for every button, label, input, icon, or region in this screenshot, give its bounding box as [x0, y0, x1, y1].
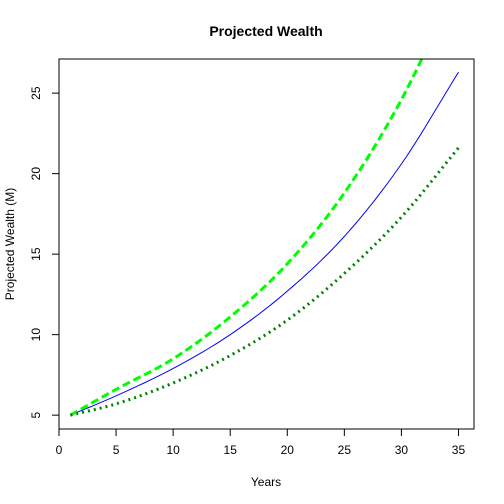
- series-line-3: [70, 146, 460, 417]
- y-tick-label-5: 5: [29, 411, 43, 418]
- chart-title: Projected Wealth: [209, 23, 322, 39]
- x-tick-label-35: 35: [452, 443, 466, 457]
- x-tick-label-15: 15: [224, 443, 238, 457]
- x-tick-label-5: 5: [113, 443, 120, 457]
- series-line-1: [70, 71, 459, 416]
- plot-series: [69, 59, 460, 417]
- x-axis: 0 5 10 15 20 25 30 35: [56, 429, 466, 457]
- y-tick-label-25: 25: [29, 86, 43, 100]
- y-tick-label-10: 10: [29, 328, 43, 342]
- x-tick-label-20: 20: [281, 443, 295, 457]
- y-axis: 5 10 15 20 25: [29, 86, 59, 418]
- x-tick-label-10: 10: [166, 443, 180, 457]
- y-axis-label: Projected Wealth (M): [3, 188, 17, 300]
- series-line-2: [69, 59, 424, 417]
- x-axis-label: Years: [251, 475, 281, 489]
- x-tick-label-30: 30: [395, 443, 409, 457]
- x-tick-label-25: 25: [338, 443, 352, 457]
- x-tick-label-0: 0: [56, 443, 63, 457]
- y-tick-label-15: 15: [29, 247, 43, 261]
- y-tick-label-20: 20: [29, 167, 43, 181]
- plot-frame: [58, 58, 475, 430]
